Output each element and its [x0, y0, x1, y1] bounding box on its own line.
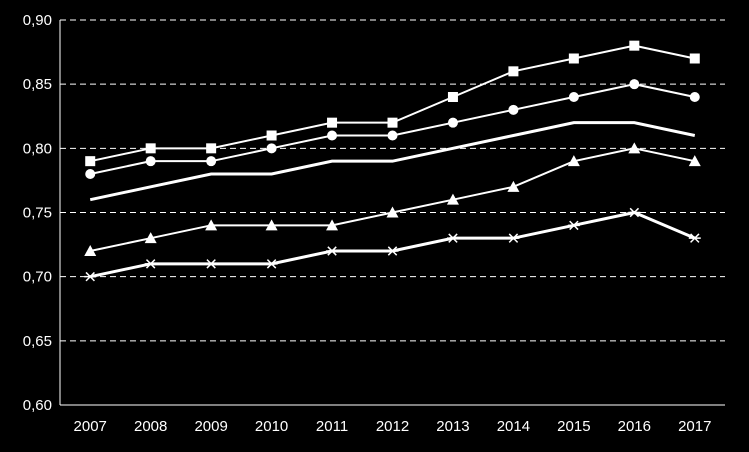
x-tick-label: 2011	[316, 418, 348, 435]
x-tick-labels: 2007 2008 2009 2010 2011 2012 2013 2014 2015 2016…	[74, 418, 712, 435]
triangle-marker	[386, 206, 399, 218]
square-marker	[85, 156, 96, 167]
square-marker	[568, 53, 579, 64]
square-marker	[508, 66, 519, 77]
star-marker	[446, 233, 459, 243]
series-none	[89, 121, 696, 202]
series-line	[90, 44, 695, 163]
x-tick-label: 2010	[255, 418, 288, 435]
star-marker	[144, 259, 157, 269]
star-marker	[507, 233, 520, 243]
x-tick-label: 2017	[678, 418, 711, 435]
star-marker	[205, 259, 218, 269]
y-tick-label: 0,85	[23, 76, 52, 93]
series-line	[89, 210, 696, 279]
y-tick-label: 0,80	[23, 140, 52, 157]
x-tick-label: 2013	[436, 418, 469, 435]
triangle-marker	[326, 219, 339, 231]
series-line	[89, 121, 696, 202]
star-marker	[567, 220, 580, 231]
circle-marker	[327, 130, 338, 141]
x-tick-label: 2015	[557, 418, 590, 435]
square-marker	[327, 117, 338, 128]
circle-marker	[206, 156, 217, 167]
circle-marker	[508, 104, 519, 115]
star-marker	[84, 271, 97, 282]
star-marker	[326, 246, 339, 256]
circle-marker	[85, 169, 96, 179]
triangle-marker	[507, 180, 520, 192]
x-tick-label: 2016	[618, 418, 651, 435]
y-tick-label: 0,90	[23, 12, 52, 29]
square-marker	[387, 117, 398, 128]
axes	[59, 20, 725, 406]
y-tick-labels: 0,60 0,65 0,70 0,75 0,80 0,85 0,90	[23, 12, 52, 414]
star-marker	[628, 207, 641, 218]
square-marker	[206, 143, 217, 154]
grid-lines	[60, 19, 725, 342]
y-tick-label: 0,75	[23, 205, 52, 222]
circle-marker	[689, 92, 700, 102]
series-star	[84, 207, 701, 282]
triangle-marker	[265, 219, 278, 231]
triangle-marker	[688, 155, 701, 167]
square-marker	[266, 130, 277, 141]
circle-marker	[145, 156, 156, 167]
square-marker	[447, 92, 458, 102]
triangle-marker	[144, 232, 157, 244]
x-tick-label: 2012	[376, 418, 409, 435]
square-marker	[145, 143, 156, 154]
x-tick-label: 2007	[74, 418, 107, 435]
star-marker	[265, 259, 278, 269]
triangle-marker	[628, 142, 641, 154]
series-circle	[85, 79, 700, 179]
circle-marker	[266, 143, 277, 154]
series-group	[84, 40, 701, 282]
star-marker	[688, 233, 701, 243]
square-marker	[629, 40, 640, 51]
triangle-marker	[446, 193, 459, 205]
y-tick-label: 0,60	[23, 397, 52, 414]
circle-marker	[629, 79, 640, 90]
series-line	[90, 147, 695, 252]
circle-marker	[387, 130, 398, 141]
x-tick-label: 2014	[497, 418, 530, 435]
triangle-marker	[205, 219, 218, 231]
y-tick-label: 0,70	[23, 269, 52, 286]
triangle-marker	[567, 155, 580, 167]
triangle-marker	[84, 245, 97, 256]
x-tick-label: 2009	[194, 418, 227, 435]
square-marker	[689, 53, 700, 64]
star-marker	[386, 246, 399, 256]
circle-marker	[568, 92, 579, 102]
circle-marker	[447, 117, 458, 128]
y-tick-label: 0,65	[23, 333, 52, 350]
x-tick-label: 2008	[134, 418, 167, 435]
series-triangle	[84, 142, 701, 256]
series-square	[85, 40, 700, 167]
